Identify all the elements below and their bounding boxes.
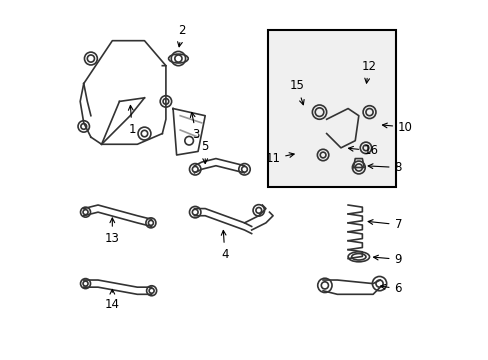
Text: 9: 9 — [373, 253, 401, 266]
Bar — [267, 30, 395, 187]
Text: 6: 6 — [380, 283, 401, 296]
Text: 13: 13 — [104, 218, 120, 245]
Text: 7: 7 — [367, 218, 401, 231]
Text: 12: 12 — [361, 60, 376, 83]
Text: 5: 5 — [201, 140, 208, 163]
Text: 1: 1 — [128, 105, 136, 136]
Text: 3: 3 — [190, 112, 200, 141]
Text: 10: 10 — [382, 121, 412, 134]
Text: 2: 2 — [177, 24, 185, 47]
Text: 11: 11 — [264, 152, 294, 165]
Text: 14: 14 — [104, 289, 120, 311]
Text: 16: 16 — [348, 144, 378, 157]
Text: 8: 8 — [367, 161, 401, 174]
Text: 4: 4 — [221, 230, 228, 261]
Text: 15: 15 — [289, 80, 304, 105]
